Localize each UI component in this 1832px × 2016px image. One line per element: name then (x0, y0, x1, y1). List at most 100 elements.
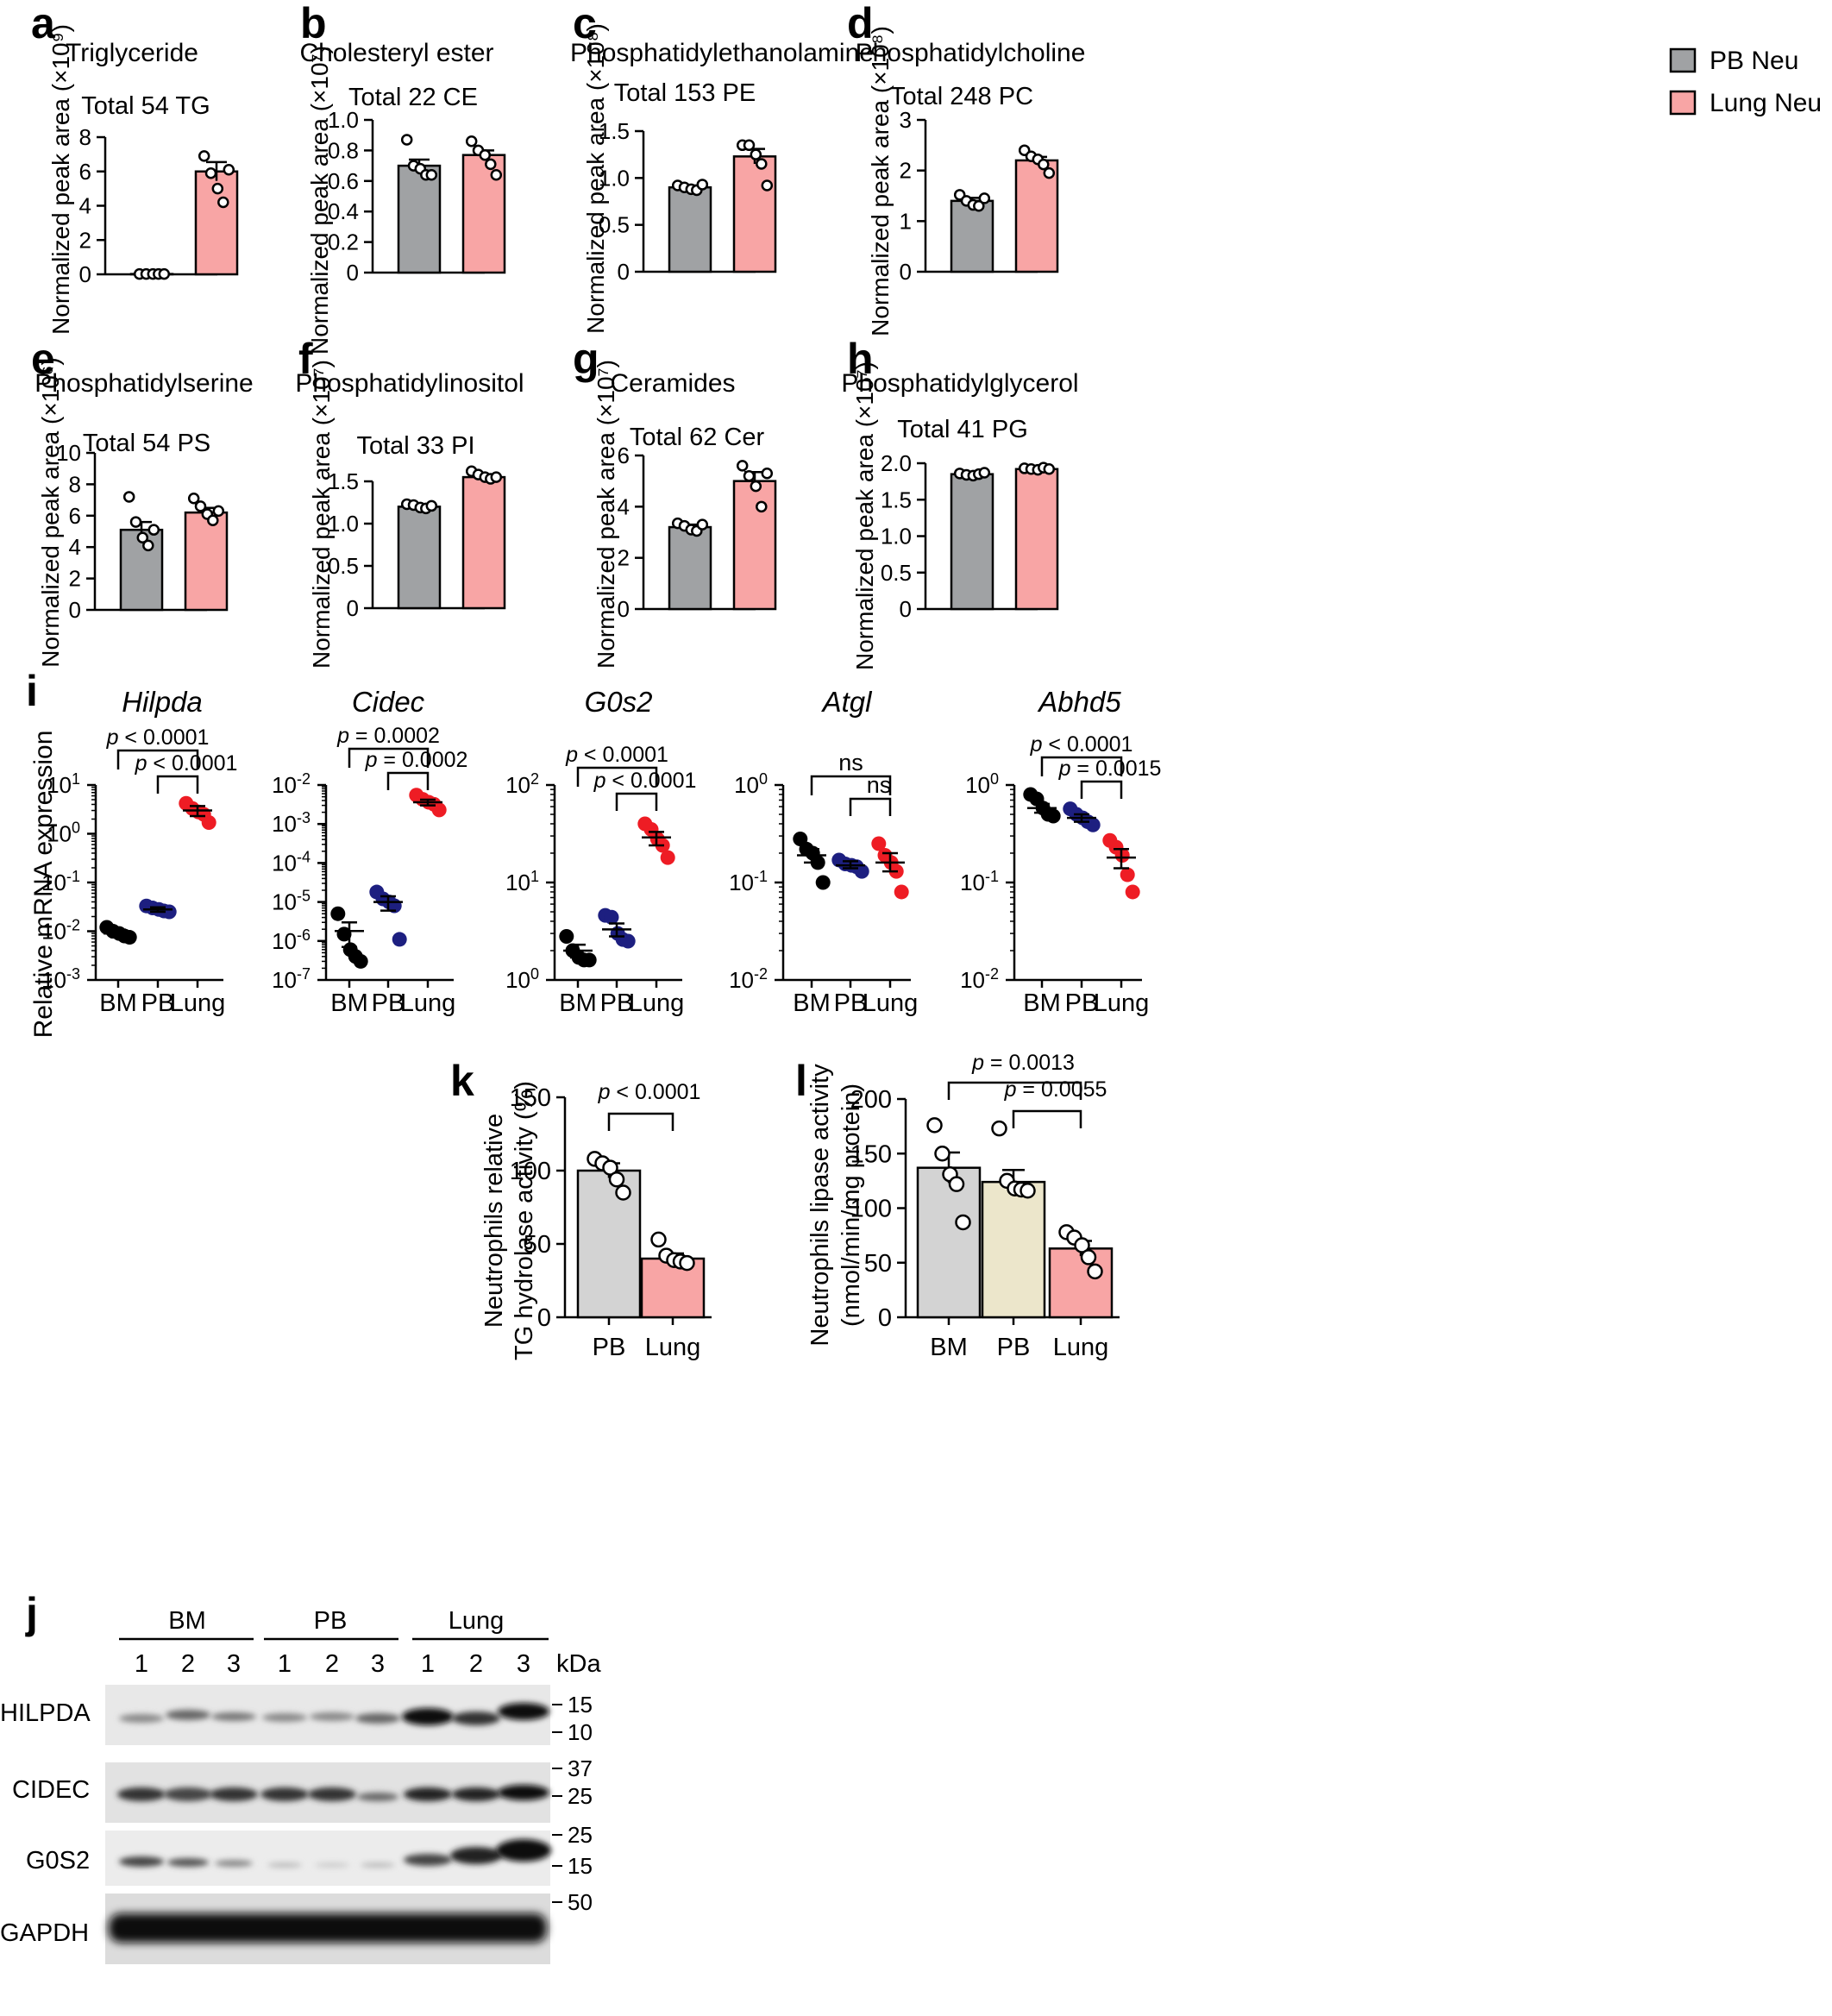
p-value-label: ns (867, 772, 892, 798)
legend: PB Neu Lung Neu (1669, 47, 1822, 117)
panel-label-j: j (25, 1589, 38, 1637)
y-tick-label: 10-2 (272, 770, 311, 798)
wb-lane: 1 (135, 1650, 148, 1678)
p-value-label: p = 0.0015 (1058, 757, 1162, 781)
data-point (948, 1176, 965, 1192)
tick-base: 10 (729, 870, 754, 895)
chart-total: Total 22 CE (348, 84, 478, 111)
y-tick-label: 0 (79, 261, 91, 287)
p-value: = 0.0002 (349, 724, 440, 748)
p-value-label: p < 0.0001 (135, 751, 238, 776)
y-tick-label: 100 (510, 1158, 551, 1185)
y-axis-label: Normalized peak area (×10⁸) (582, 23, 609, 334)
tick-exponent: -7 (297, 965, 311, 983)
significance-bracket (348, 747, 430, 768)
y-axis-label: Normalized peak area (×10⁷) (306, 46, 333, 355)
chart-total: Total 54 TG (81, 92, 210, 120)
significance-bracket (607, 1112, 674, 1131)
y-tick-label: 0 (878, 1304, 892, 1332)
wb-band (215, 1860, 253, 1867)
x-tick-label: BM (559, 989, 597, 1017)
x-tick-label: Lung (645, 1334, 701, 1361)
bar (950, 473, 994, 611)
tick-exponent: -2 (754, 965, 768, 983)
y-tick-label: 10-3 (272, 809, 311, 837)
data-point (1074, 1237, 1090, 1253)
data-point (485, 158, 497, 171)
y-tick-label: 102 (505, 770, 539, 798)
chart-title: Phosphatidylglycerol (841, 369, 1078, 398)
data-point (750, 148, 762, 160)
data-point (620, 933, 636, 949)
legend-swatch-pb (1669, 47, 1697, 73)
data-point (750, 480, 762, 493)
data-point (204, 166, 217, 179)
data-point (201, 814, 216, 830)
legend-label-pb: PB Neu (1710, 47, 1798, 75)
y-tick-label: 0 (900, 596, 912, 622)
y-tick-label: 1.5 (881, 487, 912, 512)
x-tick-label: BM (1023, 989, 1061, 1017)
bar (184, 511, 229, 612)
data-point (207, 514, 219, 527)
p-value: = 0.0055 (1016, 1077, 1107, 1102)
bar (1014, 159, 1059, 273)
y-tick-label: 2 (79, 227, 91, 253)
wb-row-label-g0s2: G0S2 (26, 1847, 90, 1875)
wb-group-pb: PB (314, 1607, 348, 1635)
tick-base: 10 (47, 821, 72, 847)
wb-band (262, 1713, 307, 1722)
chart-total: Total 62 Cer (630, 424, 765, 451)
y-tick-label: 10-1 (960, 868, 999, 895)
chart-total: Total 41 PG (897, 416, 1028, 443)
panel-j-western-blot: j BM PB Lung 1 2 3 1 2 3 1 2 3 kDa HILPD… (0, 1589, 601, 1964)
wb-lane: 3 (517, 1650, 530, 1678)
tick-base: 10 (272, 889, 297, 915)
bar (732, 480, 777, 611)
y-tick-label: 1.5 (599, 118, 630, 144)
panel-label-b: b (300, 0, 327, 47)
y-tick-label: 10-1 (41, 868, 80, 895)
y-tick-label: 101 (505, 868, 539, 895)
wb-lane: 2 (181, 1650, 195, 1678)
wb-kda-header: kDa (556, 1650, 601, 1678)
bar (461, 154, 506, 274)
wb-lane: 2 (325, 1650, 339, 1678)
data-point (1043, 463, 1056, 475)
y-tick-label: 4 (69, 534, 81, 560)
x-tick-label: BM (99, 989, 137, 1017)
wb-marker-label: 25 (568, 1822, 593, 1848)
wb-band (450, 1847, 502, 1864)
y-tick-label: 10-3 (41, 965, 80, 993)
wb-marker-label: 25 (568, 1783, 593, 1809)
y-tick-label: 1.0 (599, 165, 630, 191)
panel-a: a Triglyceride Total 54 TG Normalized peak … (31, 0, 239, 335)
data-point (978, 467, 991, 479)
bar (668, 525, 712, 611)
significance-bracket (576, 766, 658, 787)
data-point (1120, 867, 1135, 882)
data-point (756, 158, 768, 170)
x-tick-label: Lung (170, 989, 226, 1017)
wb-band (404, 1787, 452, 1801)
wb-band (164, 1787, 212, 1801)
wb-group-bm: BM (168, 1607, 206, 1635)
panel-label-k: k (450, 1057, 474, 1105)
y-tick-label: 0.4 (328, 198, 359, 224)
data-point (490, 471, 503, 483)
x-tick-label: BM (793, 989, 831, 1017)
y-tick-label: 0 (69, 597, 81, 623)
wb-band (498, 1703, 549, 1720)
data-point (217, 196, 229, 209)
bar (640, 1257, 706, 1319)
tick-exponent: -2 (297, 770, 311, 788)
data-point (815, 875, 831, 890)
p-symbol: p (365, 748, 378, 772)
data-point (756, 500, 768, 513)
tick-base: 10 (272, 850, 297, 876)
data-point (1043, 166, 1056, 179)
tick-base: 10 (41, 967, 66, 993)
